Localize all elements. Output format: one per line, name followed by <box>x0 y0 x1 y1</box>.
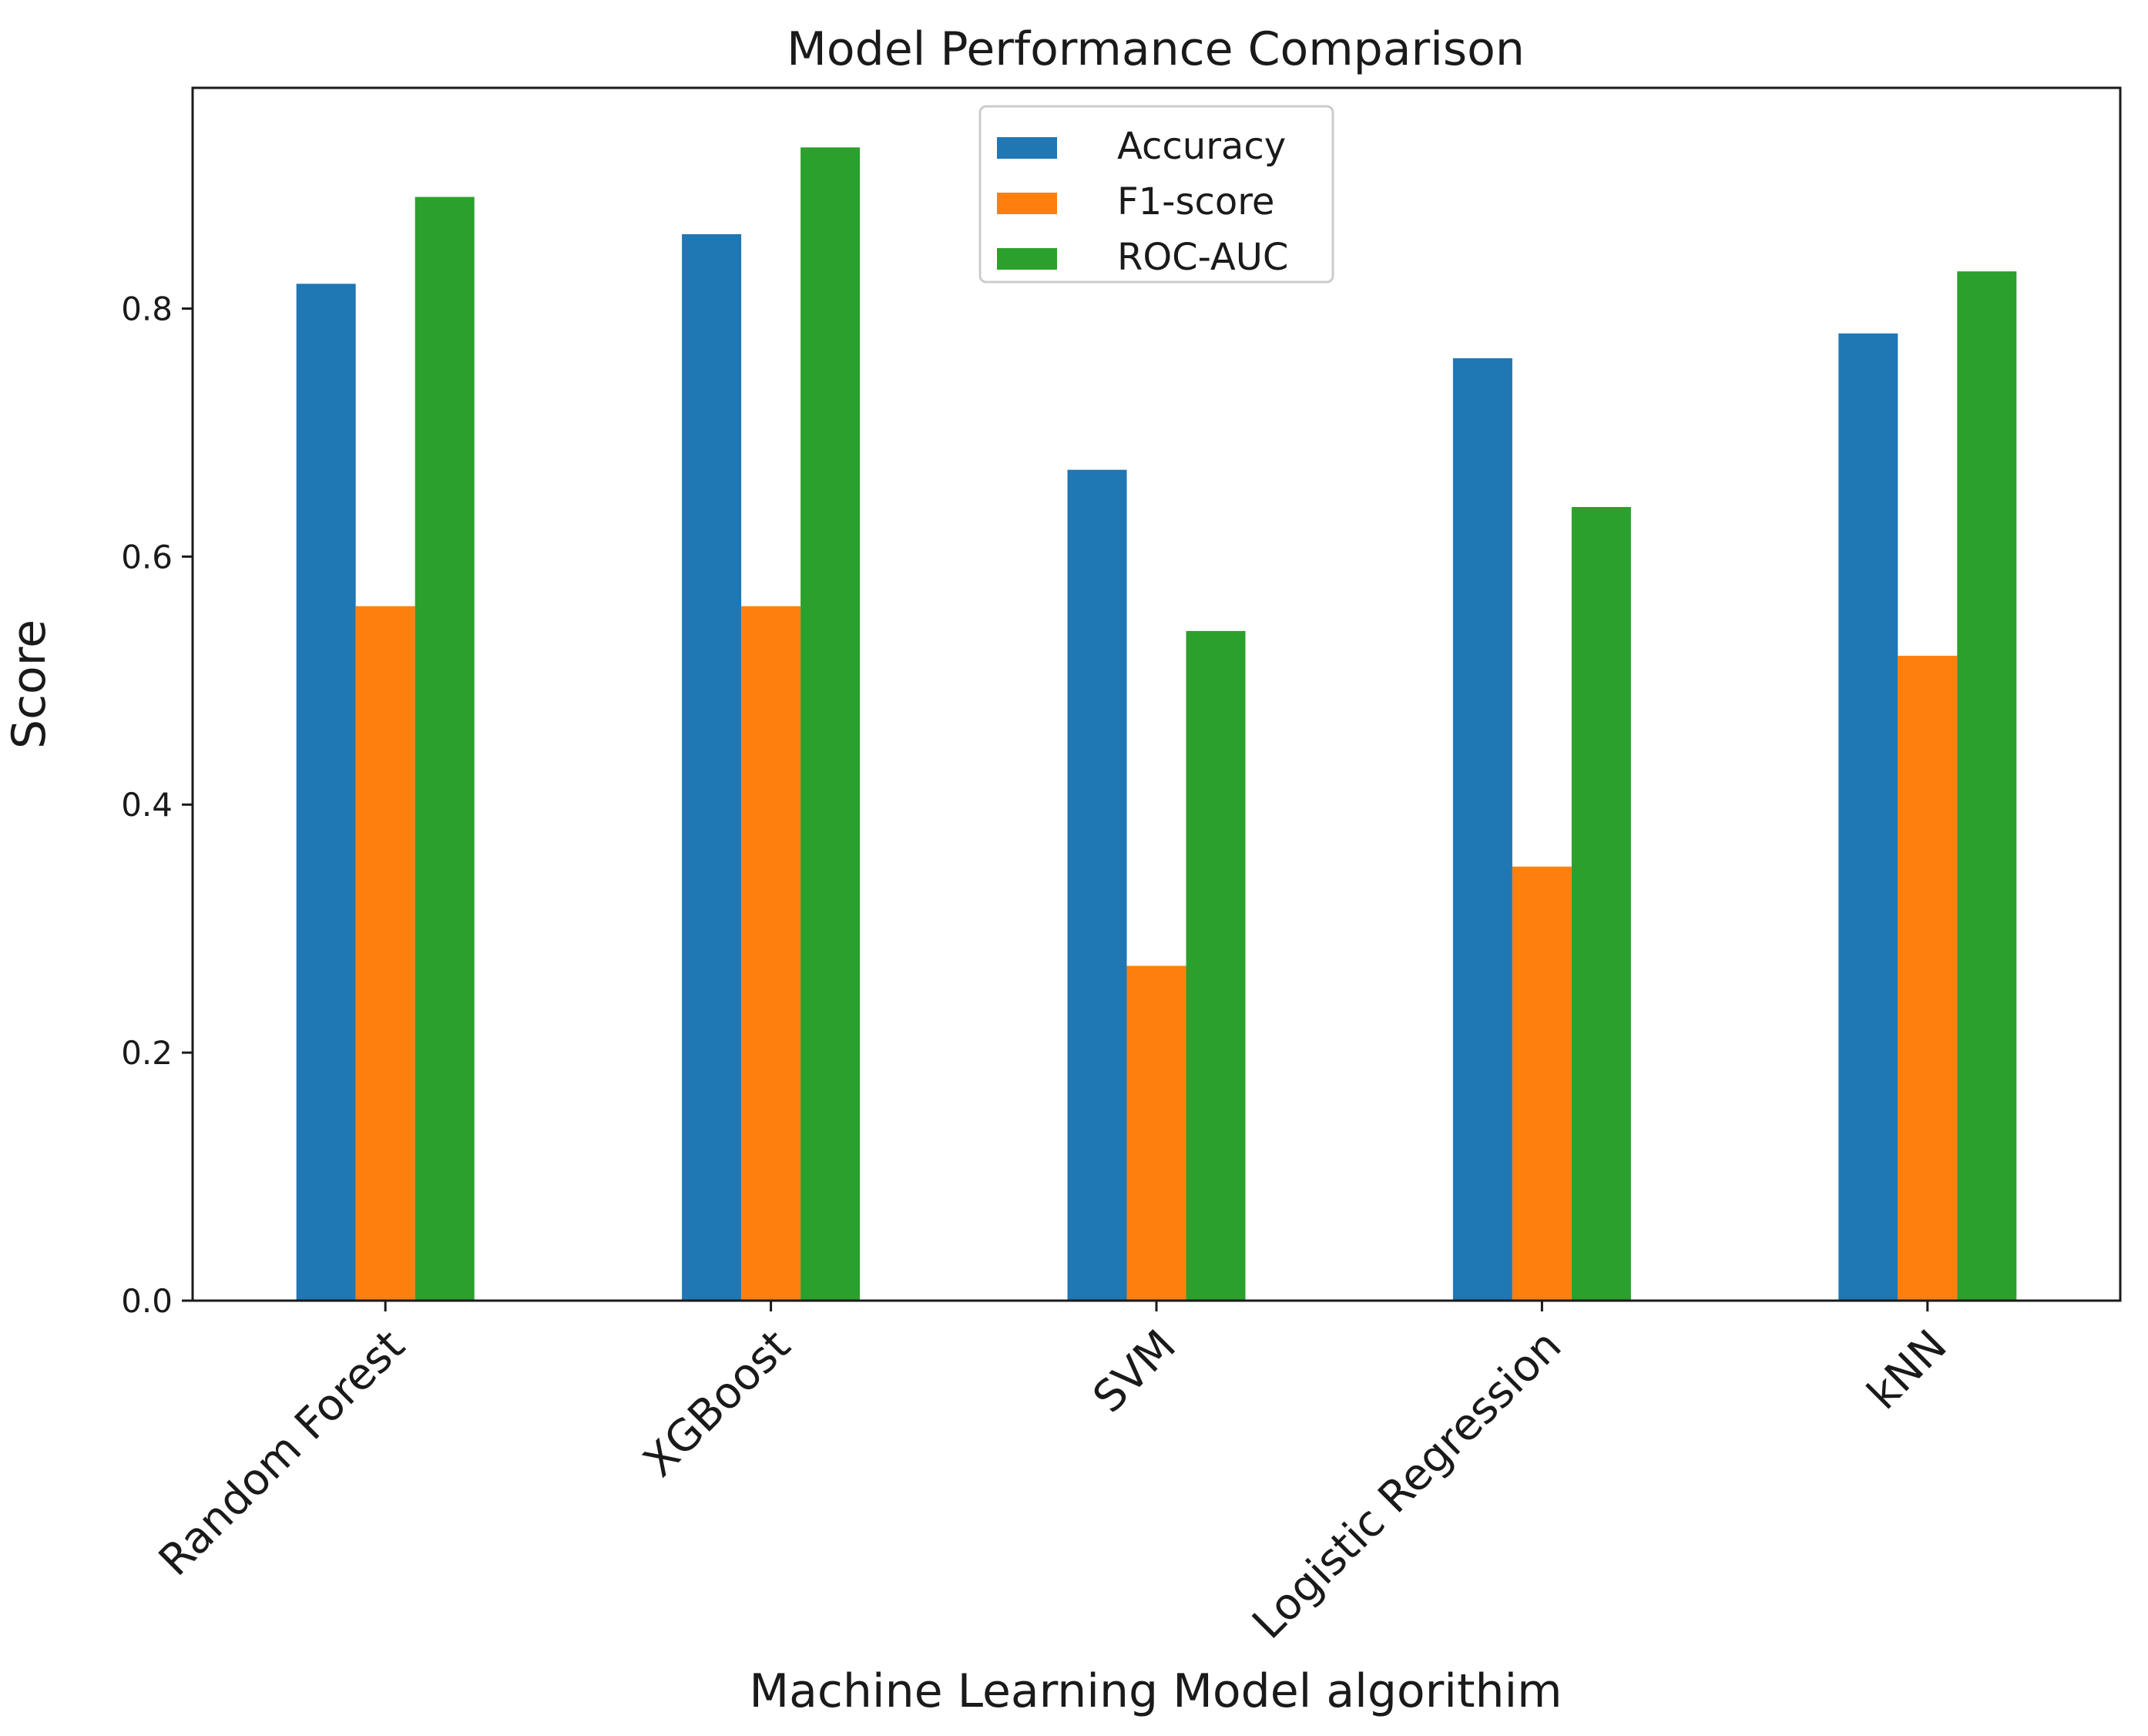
y-tick-label-2: 0.4 <box>121 786 173 824</box>
y-tick-label-1: 0.2 <box>121 1034 173 1072</box>
bar-accuracy-1 <box>682 233 742 1301</box>
bar-roc-auc-4 <box>1957 271 2017 1301</box>
bar-f1-score-1 <box>741 606 801 1301</box>
bar-roc-auc-1 <box>800 147 861 1301</box>
chart-title: Model Performance Comparison <box>787 22 1525 76</box>
legend-swatch-f1-score <box>997 193 1057 214</box>
bar-accuracy-0 <box>296 284 356 1301</box>
bar-roc-auc-2 <box>1186 630 1246 1301</box>
bar-roc-auc-3 <box>1571 507 1631 1301</box>
legend-box <box>978 105 1334 284</box>
y-axis-label: Score <box>2 620 56 749</box>
bar-accuracy-4 <box>1838 333 1898 1301</box>
bar-f1-score-0 <box>355 606 415 1301</box>
legend-label-accuracy: Accuracy <box>1117 125 1286 168</box>
legend-swatch-accuracy <box>997 137 1057 159</box>
legend-label-roc-auc: ROC-AUC <box>1117 236 1288 279</box>
y-tick-label-0: 0.0 <box>121 1282 173 1320</box>
legend-swatch-roc-auc <box>997 248 1057 270</box>
bar-f1-score-3 <box>1512 866 1572 1301</box>
bar-f1-score-2 <box>1126 965 1186 1301</box>
x-axis-label: Machine Learning Model algorithim <box>749 1664 1562 1718</box>
bar-f1-score-4 <box>1898 656 1958 1301</box>
bar-accuracy-2 <box>1067 469 1127 1301</box>
y-tick-label-3: 0.6 <box>121 538 173 576</box>
legend-label-f1-score: F1-score <box>1117 180 1274 223</box>
bar-roc-auc-0 <box>414 196 475 1301</box>
bar-accuracy-3 <box>1452 358 1512 1301</box>
y-tick-label-4: 0.8 <box>121 290 173 327</box>
